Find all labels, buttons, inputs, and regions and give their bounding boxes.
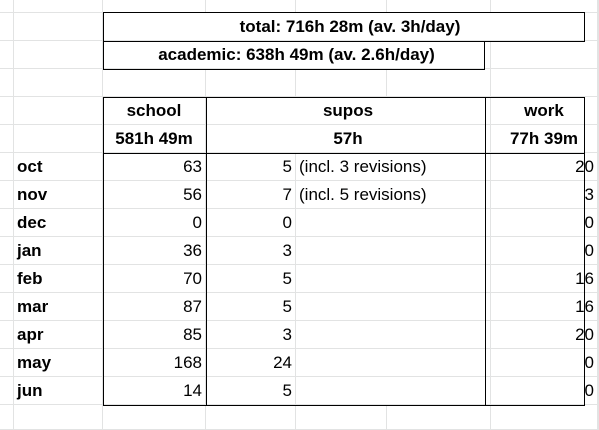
cell[interactable] bbox=[0, 0, 14, 13]
cell[interactable] bbox=[296, 405, 387, 430]
supos-note-cell[interactable]: (incl. 3 revisions) bbox=[296, 153, 491, 181]
cell[interactable] bbox=[0, 377, 14, 405]
school-total-cell[interactable]: 581h 49m bbox=[103, 125, 206, 153]
month-label-cell[interactable]: feb bbox=[14, 265, 103, 293]
school-value-cell[interactable]: 168 bbox=[103, 349, 206, 377]
supos-note-cell[interactable] bbox=[296, 237, 491, 265]
supos-value-cell[interactable]: 3 bbox=[206, 321, 296, 349]
cell[interactable] bbox=[14, 13, 103, 41]
cell[interactable] bbox=[0, 181, 14, 209]
work-value-cell[interactable]: 0 bbox=[491, 237, 598, 265]
cell[interactable] bbox=[0, 405, 14, 430]
school-value-cell[interactable]: 85 bbox=[103, 321, 206, 349]
month-label-cell[interactable]: apr bbox=[14, 321, 103, 349]
cell[interactable] bbox=[387, 69, 491, 97]
school-value-cell[interactable]: 14 bbox=[103, 377, 206, 405]
supos-note-cell[interactable] bbox=[296, 293, 491, 321]
supos-note-cell[interactable] bbox=[296, 321, 491, 349]
month-label-cell[interactable]: dec bbox=[14, 209, 103, 237]
work-total-cell[interactable]: 77h 39m bbox=[491, 125, 598, 153]
cell[interactable] bbox=[0, 97, 14, 125]
month-label-cell[interactable]: jan bbox=[14, 237, 103, 265]
work-value-cell[interactable]: 20 bbox=[491, 153, 598, 181]
month-label-cell[interactable]: oct bbox=[14, 153, 103, 181]
cell[interactable] bbox=[0, 13, 14, 41]
cell[interactable] bbox=[0, 293, 14, 321]
supos-note-cell[interactable] bbox=[296, 265, 491, 293]
school-value-cell[interactable]: 0 bbox=[103, 209, 206, 237]
month-label-cell[interactable]: jun bbox=[14, 377, 103, 405]
supos-value-cell[interactable]: 5 bbox=[206, 293, 296, 321]
work-value-cell[interactable]: 0 bbox=[491, 209, 598, 237]
cell[interactable] bbox=[491, 69, 598, 97]
cell[interactable] bbox=[491, 41, 598, 69]
school-header-cell[interactable]: school bbox=[103, 97, 206, 125]
cell[interactable] bbox=[206, 0, 296, 13]
cell[interactable] bbox=[206, 405, 296, 430]
cell[interactable] bbox=[14, 41, 103, 69]
supos-value-cell[interactable]: 5 bbox=[206, 377, 296, 405]
work-value-cell[interactable]: 3 bbox=[491, 181, 598, 209]
supos-value-cell[interactable]: 7 bbox=[206, 181, 296, 209]
cell[interactable] bbox=[296, 69, 387, 97]
cell[interactable] bbox=[103, 405, 206, 430]
supos-header-cell[interactable]: supos bbox=[206, 97, 491, 125]
cell[interactable] bbox=[14, 0, 103, 13]
supos-total-cell[interactable]: 57h bbox=[206, 125, 491, 153]
work-value-cell[interactable]: 20 bbox=[491, 321, 598, 349]
month-label-cell[interactable]: nov bbox=[14, 181, 103, 209]
work-value-cell[interactable]: 16 bbox=[491, 265, 598, 293]
cell[interactable] bbox=[0, 209, 14, 237]
cell[interactable] bbox=[14, 405, 103, 430]
cell[interactable] bbox=[0, 41, 14, 69]
supos-note-cell[interactable] bbox=[296, 377, 491, 405]
school-value-cell[interactable]: 36 bbox=[103, 237, 206, 265]
cell[interactable] bbox=[103, 0, 206, 13]
supos-note-cell[interactable] bbox=[296, 209, 491, 237]
academic-summary-cell[interactable]: academic: 638h 49m (av. 2.6h/day) bbox=[103, 41, 491, 69]
supos-value-cell[interactable]: 5 bbox=[206, 265, 296, 293]
cell[interactable] bbox=[387, 0, 491, 13]
cell[interactable] bbox=[0, 265, 14, 293]
supos-note-cell[interactable] bbox=[296, 349, 491, 377]
cell[interactable] bbox=[491, 0, 598, 13]
supos-note-cell[interactable]: (incl. 5 revisions) bbox=[296, 181, 491, 209]
cell[interactable] bbox=[296, 0, 387, 13]
school-value-cell[interactable]: 70 bbox=[103, 265, 206, 293]
cell[interactable] bbox=[14, 69, 103, 97]
supos-value-cell[interactable]: 0 bbox=[206, 209, 296, 237]
supos-value-cell[interactable]: 3 bbox=[206, 237, 296, 265]
work-value-cell[interactable]: 0 bbox=[491, 349, 598, 377]
cell[interactable] bbox=[103, 69, 206, 97]
cell[interactable] bbox=[0, 125, 14, 153]
cell[interactable] bbox=[491, 405, 598, 430]
work-value-cell[interactable]: 16 bbox=[491, 293, 598, 321]
cell[interactable] bbox=[206, 69, 296, 97]
month-label-cell[interactable]: mar bbox=[14, 293, 103, 321]
cell[interactable] bbox=[14, 125, 103, 153]
school-value-cell[interactable]: 87 bbox=[103, 293, 206, 321]
month-label-cell[interactable]: may bbox=[14, 349, 103, 377]
cell[interactable] bbox=[0, 321, 14, 349]
supos-value-cell[interactable]: 5 bbox=[206, 153, 296, 181]
cell[interactable] bbox=[0, 69, 14, 97]
cell[interactable] bbox=[0, 349, 14, 377]
cell[interactable] bbox=[387, 405, 491, 430]
work-header-cell[interactable]: work bbox=[491, 97, 598, 125]
school-value-cell[interactable]: 63 bbox=[103, 153, 206, 181]
cell[interactable] bbox=[0, 237, 14, 265]
total-summary-cell[interactable]: total: 716h 28m (av. 3h/day) bbox=[103, 13, 598, 41]
school-value-cell[interactable]: 56 bbox=[103, 181, 206, 209]
cell[interactable] bbox=[0, 153, 14, 181]
cell[interactable] bbox=[14, 97, 103, 125]
work-value-cell[interactable]: 0 bbox=[491, 377, 598, 405]
supos-value-cell[interactable]: 24 bbox=[206, 349, 296, 377]
